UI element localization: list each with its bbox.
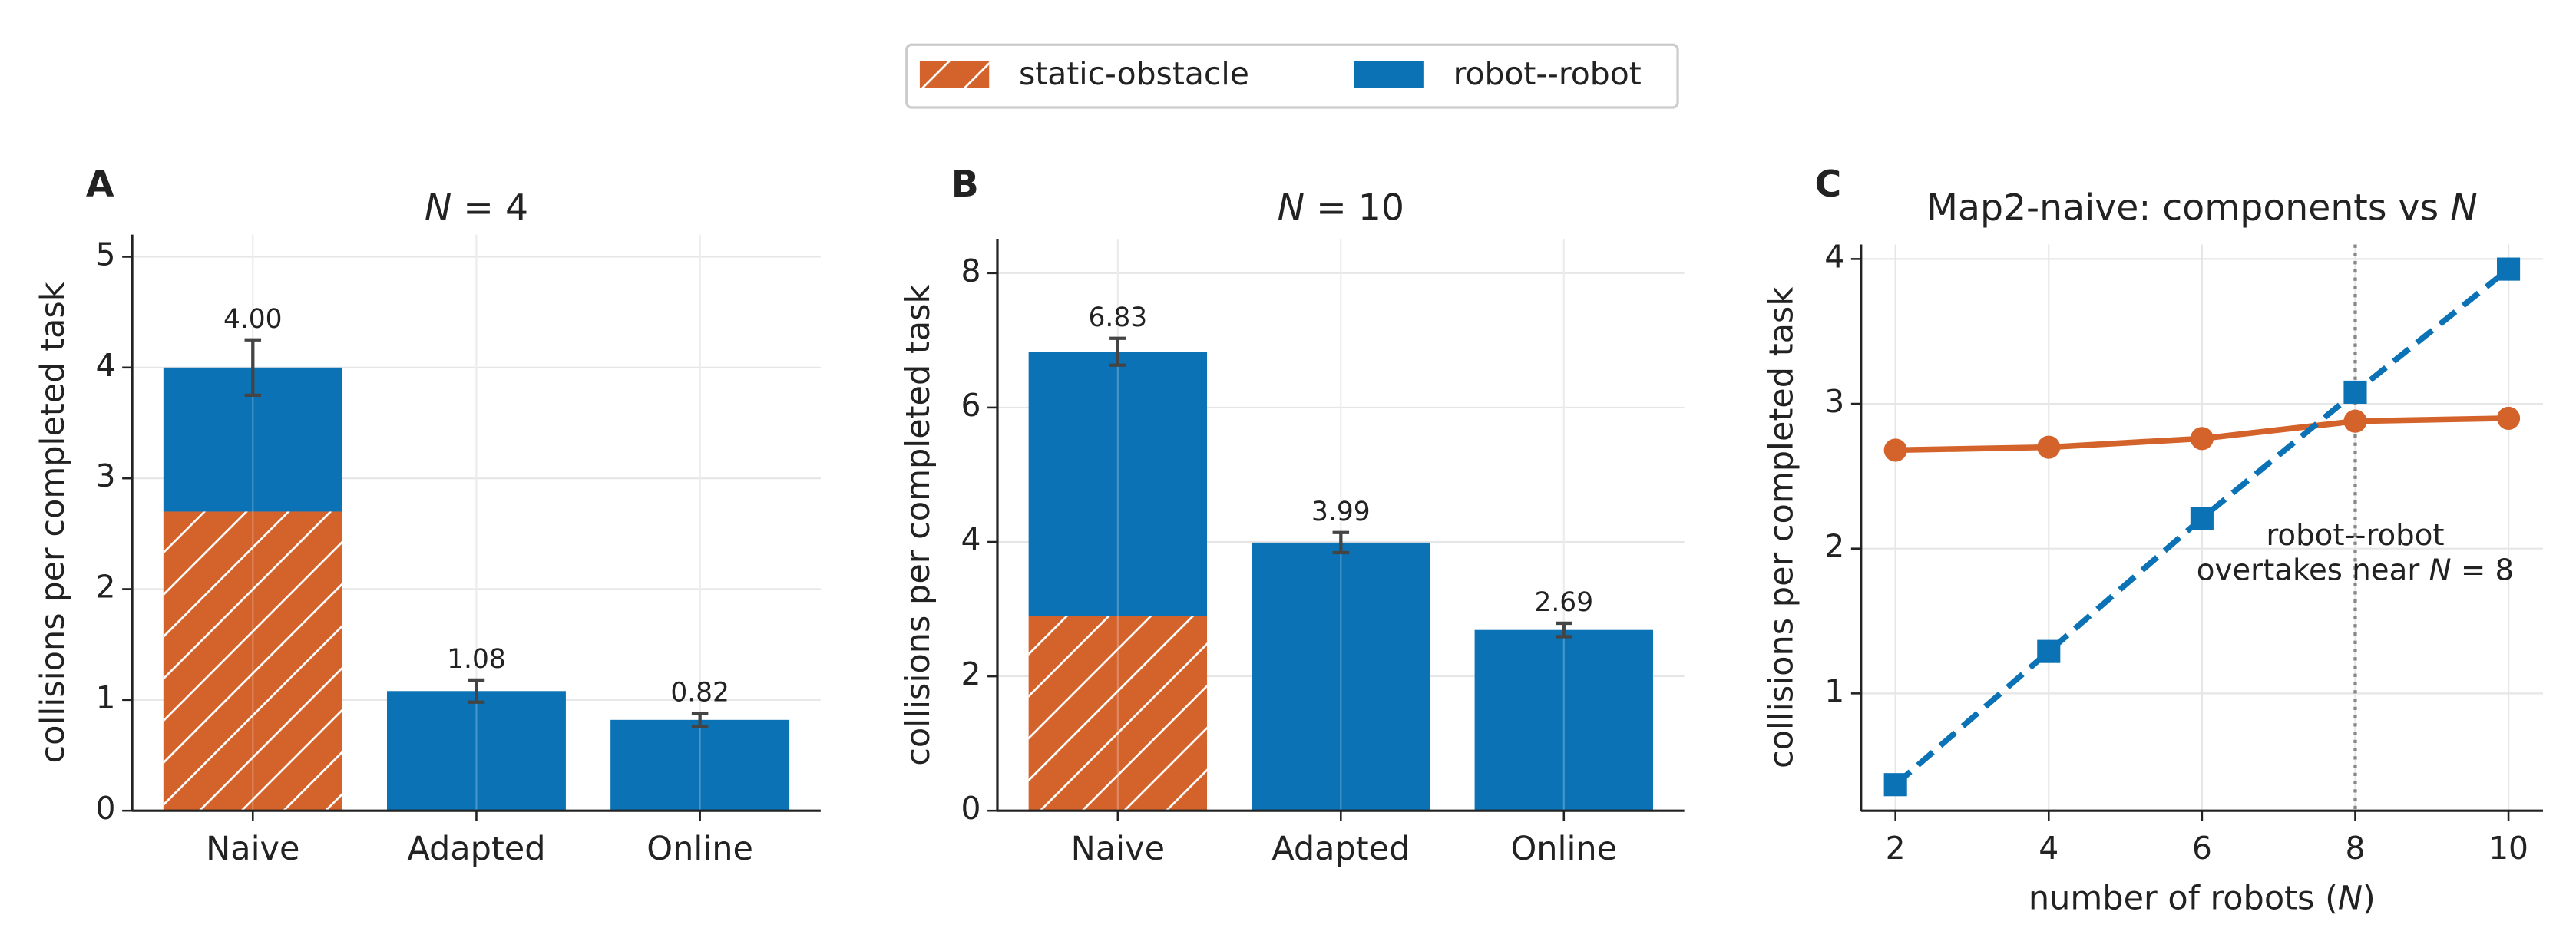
y-axis-label: collisions per completed task <box>898 284 937 765</box>
x-tick-label: Naive <box>206 829 299 867</box>
y-tick-label: 4 <box>961 521 980 558</box>
y-tick-label: 2 <box>1824 528 1844 565</box>
x-tick-label: 8 <box>2345 830 2365 867</box>
x-tick-label: Online <box>646 829 753 867</box>
y-axis-label: collisions per completed task <box>33 282 71 763</box>
error-bar <box>1332 530 1350 555</box>
y-tick-label: 4 <box>96 347 116 384</box>
y-tick-label: 3 <box>1824 383 1844 420</box>
panel-label: C <box>1815 163 1842 206</box>
error-bar <box>244 338 262 398</box>
annotation: overtakes near N = 8 <box>2197 553 2514 587</box>
legend-label: static-obstacle <box>1019 55 1249 92</box>
y-tick-label: 0 <box>96 790 116 827</box>
x-tick-label: 2 <box>1886 830 1906 867</box>
y-tick-label: 2 <box>96 569 116 606</box>
bar-segment <box>386 691 566 811</box>
marker <box>2343 380 2367 405</box>
y-tick-label: 1 <box>96 679 116 716</box>
x-tick-label: Naive <box>1071 829 1165 867</box>
bar-segment <box>1252 542 1430 811</box>
marker <box>2190 507 2214 530</box>
marker <box>2497 257 2521 281</box>
error-bar <box>1556 621 1572 639</box>
x-axis-label: number of robots (N) <box>2029 879 2376 917</box>
y-tick-label: 2 <box>961 656 980 692</box>
value-label: 0.82 <box>670 677 729 708</box>
legend-swatch <box>1354 61 1424 88</box>
x-tick-label: 10 <box>2488 830 2528 867</box>
panel-label: A <box>86 163 114 206</box>
y-tick-label: 1 <box>1824 672 1844 709</box>
chart-title: N = 4 <box>425 187 528 229</box>
chart-title: Map2-naive: components vs N <box>1926 187 2477 229</box>
marker <box>1883 773 1907 797</box>
chart-title: N = 10 <box>1278 187 1404 229</box>
y-axis-label: collisions per completed task <box>1762 287 1801 768</box>
legend-label: robot--robot <box>1453 55 1642 92</box>
x-tick-label: Adapted <box>407 829 545 867</box>
error-bar <box>468 678 485 704</box>
y-tick-label: 3 <box>96 457 116 494</box>
x-tick-label: Adapted <box>1271 829 1410 867</box>
marker <box>2037 435 2061 459</box>
x-tick-label: 4 <box>2039 830 2058 867</box>
marker <box>1883 438 1907 462</box>
annotation: robot--robot <box>2266 518 2444 553</box>
y-tick-label: 8 <box>961 253 980 289</box>
value-label: 6.83 <box>1089 302 1148 332</box>
marker <box>2037 639 2061 663</box>
y-tick-label: 4 <box>1824 238 1844 275</box>
marker <box>2497 406 2521 430</box>
bar-segment <box>1474 629 1653 811</box>
y-tick-label: 0 <box>961 790 980 827</box>
value-label: 4.00 <box>223 303 283 334</box>
y-tick-label: 6 <box>961 387 980 424</box>
value-label: 2.69 <box>1534 587 1593 618</box>
panel-label: B <box>951 163 979 206</box>
marker <box>2343 409 2367 433</box>
bar-segment <box>610 719 790 811</box>
value-label: 1.08 <box>447 644 506 675</box>
x-tick-label: Online <box>1510 829 1617 867</box>
bar-hatch <box>163 511 342 811</box>
value-label: 3.99 <box>1311 496 1371 527</box>
error-bar <box>1109 336 1126 367</box>
y-tick-label: 5 <box>96 236 116 272</box>
x-tick-label: 6 <box>2192 830 2212 867</box>
marker <box>2190 427 2214 451</box>
legend-box <box>905 43 1679 109</box>
bar-hatch <box>1028 616 1208 811</box>
legend-hatch <box>919 61 990 88</box>
bar-segment <box>1028 352 1208 616</box>
error-bar <box>691 712 709 728</box>
